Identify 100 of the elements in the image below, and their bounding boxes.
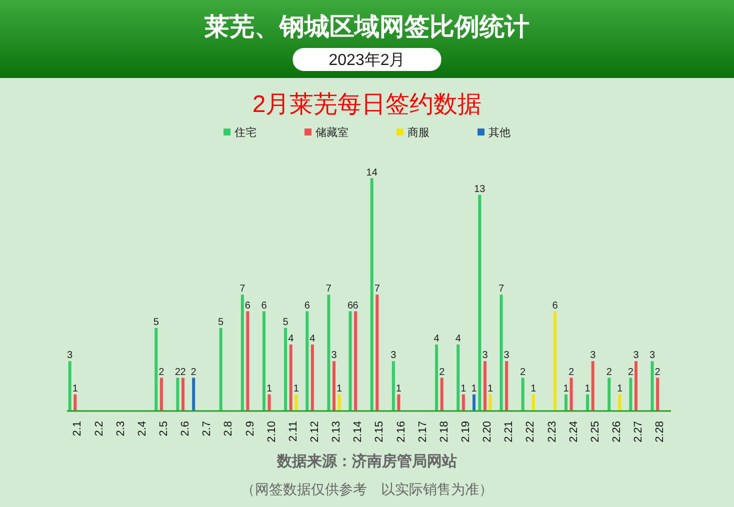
bar bbox=[370, 178, 374, 411]
data-label: 13 bbox=[474, 184, 486, 195]
bar bbox=[608, 378, 611, 411]
bar bbox=[472, 394, 476, 411]
bar bbox=[488, 394, 492, 411]
bar bbox=[650, 361, 654, 411]
data-label: 1 bbox=[471, 383, 478, 394]
bar bbox=[618, 394, 622, 411]
x-tick-label: 2.27 bbox=[632, 421, 645, 442]
x-tick-label: 2.4 bbox=[136, 421, 148, 436]
data-label: 1 bbox=[460, 383, 467, 394]
x-tick-label: 2.14 bbox=[352, 421, 364, 442]
data-label: 3 bbox=[67, 350, 74, 362]
data-label: 4 bbox=[310, 334, 316, 344]
legend-label: 其他 bbox=[488, 126, 510, 139]
data-label: 1 bbox=[530, 383, 537, 394]
data-label: 6 bbox=[552, 300, 558, 312]
data-label: 6 bbox=[352, 300, 359, 312]
bar bbox=[440, 378, 444, 411]
bar bbox=[456, 344, 460, 411]
data-label: 1 bbox=[563, 383, 570, 394]
data-label: 1 bbox=[293, 383, 300, 394]
bar bbox=[240, 294, 244, 411]
data-label: 3 bbox=[633, 350, 640, 362]
x-tick-label: 2.12 bbox=[308, 421, 321, 442]
bar bbox=[392, 361, 395, 411]
bar bbox=[219, 328, 222, 411]
data-label: 1 bbox=[336, 383, 343, 394]
data-label: 6 bbox=[304, 300, 310, 312]
x-tick-label: 2.13 bbox=[330, 421, 343, 442]
data-label: 5 bbox=[218, 316, 224, 328]
data-label: 1 bbox=[616, 383, 623, 394]
data-label: 7 bbox=[498, 284, 504, 295]
data-label: 4 bbox=[434, 334, 440, 344]
data-label: 5 bbox=[282, 316, 289, 328]
x-tick-label: 2.7 bbox=[201, 421, 214, 436]
x-tick-label: 2.15 bbox=[374, 421, 386, 442]
bar bbox=[505, 361, 508, 411]
x-tick-label: 2.1 bbox=[72, 421, 84, 436]
bar bbox=[192, 378, 196, 411]
bar bbox=[634, 361, 638, 411]
x-tick-label: 2.11 bbox=[287, 421, 300, 442]
x-tick-label: 2.6 bbox=[180, 421, 192, 436]
chart-title: 莱芜、钢城区域网签比例统计 bbox=[204, 13, 530, 41]
bar bbox=[306, 311, 309, 411]
bar bbox=[564, 394, 568, 411]
data-label: 4 bbox=[455, 334, 462, 344]
x-tick-label: 2.8 bbox=[222, 421, 235, 436]
bar bbox=[554, 311, 557, 411]
data-label: 2 bbox=[606, 366, 612, 378]
data-label: 7 bbox=[240, 284, 246, 295]
x-tick-label: 2.18 bbox=[438, 421, 450, 442]
data-label: 7 bbox=[326, 284, 332, 295]
x-tick-label: 2.22 bbox=[524, 421, 537, 442]
data-label: 2 bbox=[628, 366, 634, 378]
x-tick-label: 2.17 bbox=[416, 421, 429, 442]
bar bbox=[521, 378, 524, 411]
bar bbox=[310, 344, 314, 411]
bar bbox=[586, 394, 590, 411]
data-label: 2 bbox=[654, 366, 661, 378]
bar bbox=[570, 378, 573, 411]
data-label: 6 bbox=[347, 300, 354, 312]
data-label: 2 bbox=[520, 366, 526, 378]
bar bbox=[376, 294, 379, 411]
bar bbox=[500, 294, 503, 411]
data-label: 3 bbox=[331, 350, 338, 362]
bar bbox=[332, 361, 336, 411]
data-label: 2 bbox=[568, 366, 574, 378]
bar bbox=[160, 378, 163, 411]
text: （网签数据仅供参考 以实际销售为准） bbox=[241, 481, 493, 497]
data-label: 1 bbox=[72, 383, 78, 394]
data-label: 3 bbox=[649, 350, 656, 362]
x-tick-label: 2.19 bbox=[460, 421, 472, 442]
data-label: 3 bbox=[390, 350, 397, 362]
bar bbox=[435, 344, 438, 411]
data-label: 3 bbox=[590, 350, 596, 362]
bar bbox=[68, 361, 72, 411]
bar bbox=[397, 394, 400, 411]
data-label: 1 bbox=[488, 383, 494, 394]
legend-label: 储藏室 bbox=[316, 126, 348, 139]
x-tick-label: 2.20 bbox=[482, 421, 494, 442]
data-label: 2 bbox=[158, 366, 165, 378]
data-label: 14 bbox=[366, 167, 378, 178]
data-label: 4 bbox=[288, 334, 294, 344]
x-tick-label: 2.5 bbox=[158, 421, 170, 436]
bar bbox=[181, 378, 184, 411]
data-label: 2 bbox=[439, 366, 446, 378]
x-tick-label: 2.2 bbox=[93, 421, 106, 436]
x-tick-label: 2.23 bbox=[546, 421, 558, 442]
data-label: 1 bbox=[396, 383, 402, 394]
bar bbox=[289, 344, 292, 411]
text: 2月莱芜每日签约数据 bbox=[252, 91, 482, 118]
data-label: 2 bbox=[174, 366, 181, 378]
source-note: 数据来源：济南房管局网站 bbox=[276, 452, 457, 470]
x-tick-label: 2.28 bbox=[654, 421, 666, 442]
bar bbox=[532, 394, 535, 411]
bar bbox=[591, 361, 594, 411]
x-tick-label: 2.16 bbox=[395, 421, 408, 442]
bar bbox=[338, 394, 341, 411]
bar bbox=[478, 194, 482, 411]
